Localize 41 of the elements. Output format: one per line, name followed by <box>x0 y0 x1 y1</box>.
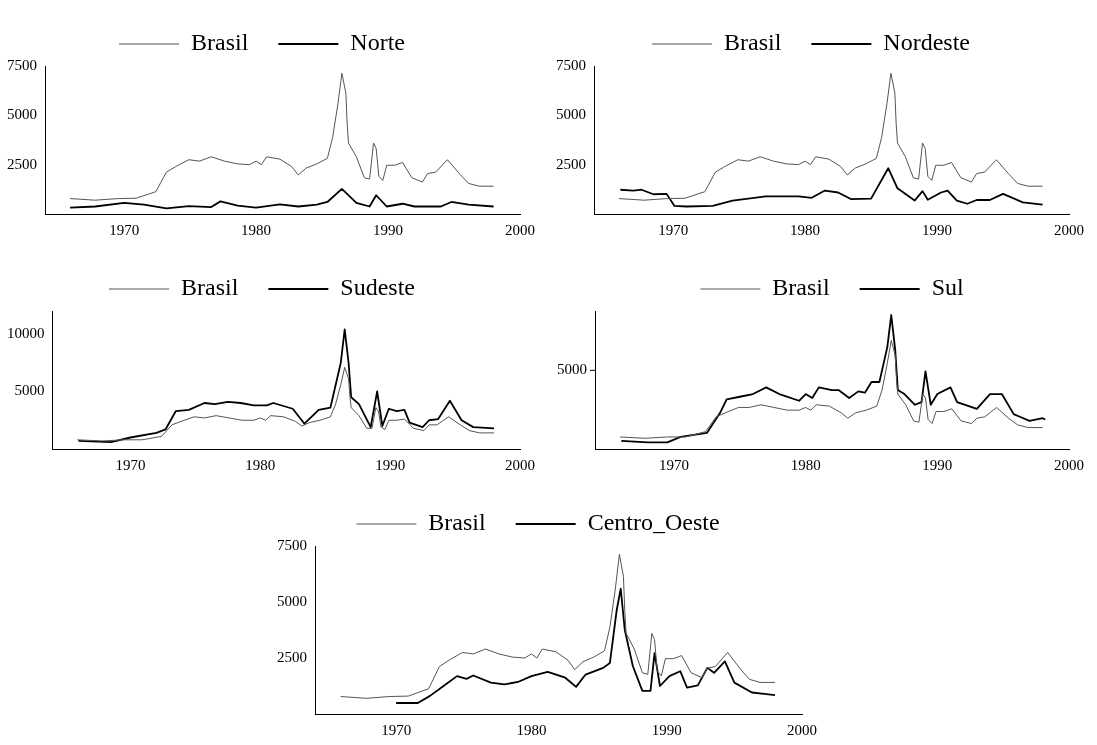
legend-label: Brasil <box>191 29 249 56</box>
x-tick-label: 1970 <box>109 221 140 238</box>
x-tick-label: 1990 <box>922 221 953 238</box>
x-tick-label: 1970 <box>659 456 689 473</box>
y-tick-label: 7500 <box>556 56 586 73</box>
y-tick-label: 10000 <box>7 324 45 341</box>
x-tick-label: 1980 <box>790 221 821 238</box>
legend-label: Brasil <box>181 274 239 301</box>
y-tick-label: 2500 <box>277 648 307 665</box>
x-tick-label: 2000 <box>505 221 535 238</box>
y-tick-label: 2500 <box>7 155 37 172</box>
x-tick-label: 1990 <box>651 721 682 738</box>
y-tick-label: 5000 <box>277 592 307 609</box>
legend-label: Sudeste <box>340 274 416 301</box>
x-tick-label: 1980 <box>790 456 821 473</box>
x-tick-label: 2000 <box>787 721 817 738</box>
x-tick-label: 1980 <box>245 456 276 473</box>
legend-label: Nordeste <box>883 29 970 56</box>
legend-label: Brasil <box>724 29 782 56</box>
y-tick-label: 5000 <box>7 106 37 123</box>
x-tick-label: 1990 <box>922 456 953 473</box>
y-tick-label: 5000 <box>14 382 45 399</box>
y-tick-label: 2500 <box>556 155 586 172</box>
legend-label: Norte <box>350 29 405 56</box>
legend-label: Sul <box>931 274 964 301</box>
x-tick-label: 1990 <box>375 456 406 473</box>
x-tick-label: 1990 <box>373 221 404 238</box>
x-tick-label: 1980 <box>516 721 547 738</box>
x-tick-label: 1970 <box>381 721 412 738</box>
legend-label: Centro_Oeste <box>587 509 720 536</box>
y-tick-label: 7500 <box>7 56 37 73</box>
x-tick-label: 2000 <box>505 456 535 473</box>
legend-label: Brasil <box>772 274 830 301</box>
x-tick-label: 2000 <box>1054 456 1084 473</box>
x-tick-label: 2000 <box>1054 221 1084 238</box>
x-tick-label: 1970 <box>658 221 689 238</box>
x-tick-label: 1970 <box>115 456 146 473</box>
y-tick-label: 7500 <box>277 536 307 553</box>
x-tick-label: 1980 <box>241 221 272 238</box>
legend-label: Brasil <box>428 509 487 536</box>
y-tick-label: 5000 <box>556 106 586 123</box>
